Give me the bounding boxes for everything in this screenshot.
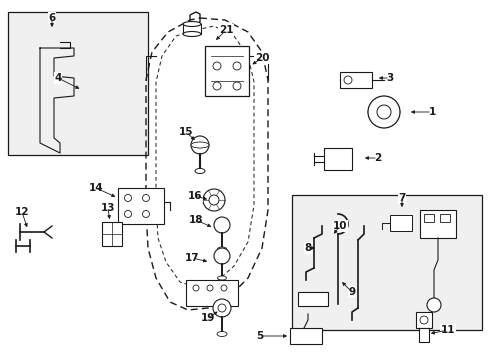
Ellipse shape bbox=[217, 276, 226, 280]
Bar bbox=[418, 328, 428, 342]
Circle shape bbox=[191, 136, 208, 154]
Text: 15: 15 bbox=[179, 127, 193, 137]
Circle shape bbox=[213, 299, 230, 317]
Text: 3: 3 bbox=[386, 73, 393, 83]
Text: 17: 17 bbox=[184, 253, 199, 263]
Bar bbox=[297, 292, 327, 306]
Text: 18: 18 bbox=[188, 215, 203, 225]
Circle shape bbox=[214, 217, 229, 233]
Text: 13: 13 bbox=[101, 203, 115, 213]
Bar bbox=[324, 148, 351, 170]
Circle shape bbox=[124, 194, 131, 202]
Text: 6: 6 bbox=[48, 13, 56, 23]
Circle shape bbox=[213, 82, 221, 90]
Ellipse shape bbox=[191, 142, 208, 148]
Bar bbox=[291, 195, 481, 330]
Text: 16: 16 bbox=[187, 191, 202, 201]
Text: 1: 1 bbox=[427, 107, 435, 117]
Circle shape bbox=[124, 211, 131, 217]
Ellipse shape bbox=[367, 107, 399, 117]
Circle shape bbox=[208, 195, 219, 205]
Bar bbox=[118, 188, 163, 224]
Text: 20: 20 bbox=[254, 53, 269, 63]
Bar bbox=[439, 214, 449, 222]
Bar bbox=[339, 72, 371, 88]
Circle shape bbox=[218, 304, 225, 312]
Text: 10: 10 bbox=[332, 221, 346, 231]
Circle shape bbox=[142, 211, 149, 217]
Ellipse shape bbox=[195, 168, 204, 174]
Bar bbox=[419, 210, 455, 238]
Text: 7: 7 bbox=[398, 193, 405, 203]
Ellipse shape bbox=[217, 332, 226, 337]
Text: 9: 9 bbox=[348, 287, 355, 297]
Text: 2: 2 bbox=[374, 153, 381, 163]
Circle shape bbox=[343, 76, 351, 84]
Bar bbox=[423, 214, 433, 222]
Circle shape bbox=[214, 248, 229, 264]
Bar bbox=[289, 328, 321, 344]
Circle shape bbox=[367, 96, 399, 128]
Circle shape bbox=[206, 285, 213, 291]
Bar bbox=[8, 12, 148, 155]
Bar bbox=[389, 215, 411, 231]
Text: 14: 14 bbox=[88, 183, 103, 193]
Circle shape bbox=[426, 298, 440, 312]
Circle shape bbox=[221, 285, 226, 291]
Text: 21: 21 bbox=[218, 25, 233, 35]
Bar bbox=[204, 46, 248, 96]
Ellipse shape bbox=[217, 247, 226, 251]
Circle shape bbox=[419, 316, 427, 324]
Text: 19: 19 bbox=[201, 313, 215, 323]
Circle shape bbox=[232, 82, 241, 90]
Bar bbox=[185, 280, 238, 306]
Circle shape bbox=[376, 105, 390, 119]
Circle shape bbox=[193, 285, 199, 291]
Circle shape bbox=[213, 62, 221, 70]
Circle shape bbox=[232, 62, 241, 70]
Text: 11: 11 bbox=[440, 325, 454, 335]
Text: 8: 8 bbox=[304, 243, 311, 253]
Bar bbox=[183, 24, 201, 34]
Bar bbox=[102, 222, 122, 246]
Ellipse shape bbox=[183, 22, 201, 27]
Circle shape bbox=[203, 189, 224, 211]
Text: 12: 12 bbox=[15, 207, 29, 217]
Text: 4: 4 bbox=[54, 73, 61, 83]
Circle shape bbox=[142, 194, 149, 202]
Ellipse shape bbox=[183, 31, 201, 36]
Text: 5: 5 bbox=[256, 331, 263, 341]
Bar bbox=[415, 312, 431, 328]
